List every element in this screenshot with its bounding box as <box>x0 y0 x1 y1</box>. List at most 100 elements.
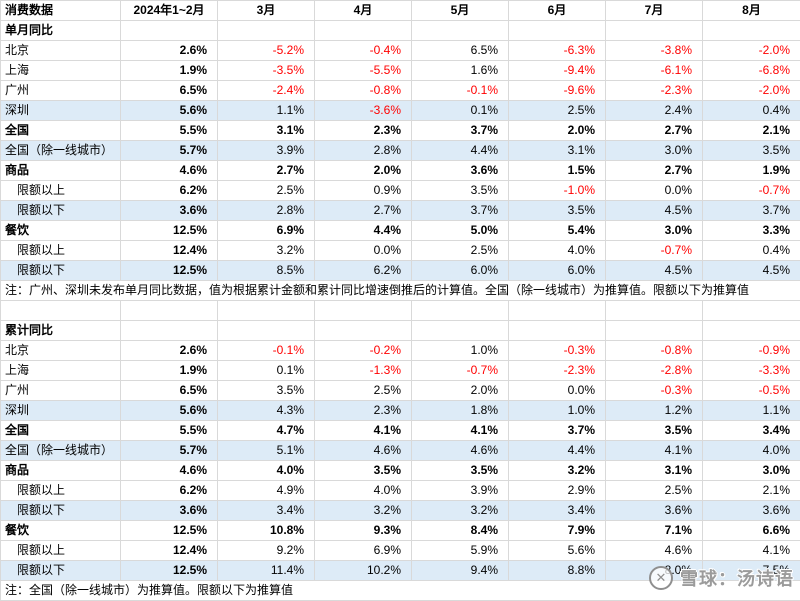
note-text: 注：全国（除一线城市）为推算值。限额以下为推算值 <box>1 581 800 601</box>
row-label: 全国（除一线城市） <box>1 441 121 461</box>
row-label: 商品 <box>1 461 121 481</box>
value-cell: 3.2% <box>315 501 412 521</box>
value-cell: 3.6% <box>606 501 703 521</box>
value-cell: -0.1% <box>218 341 315 361</box>
empty-cell <box>703 321 800 341</box>
value-cell: 3.1% <box>606 461 703 481</box>
value-cell: 8.4% <box>412 521 509 541</box>
value-cell: 6.9% <box>218 221 315 241</box>
value-cell: 3.5% <box>315 461 412 481</box>
value-cell: 1.2% <box>606 401 703 421</box>
row-label: 上海 <box>1 361 121 381</box>
value-cell: 4.1% <box>412 421 509 441</box>
empty-cell <box>315 21 412 41</box>
empty-cell <box>121 21 218 41</box>
value-cell: 4.5% <box>606 261 703 281</box>
empty-cell <box>509 21 606 41</box>
value-cell: 0.4% <box>703 241 800 261</box>
value-cell: -3.3% <box>703 361 800 381</box>
row-label: 全国 <box>1 121 121 141</box>
value-cell: -1.0% <box>509 181 606 201</box>
value-cell: -6.8% <box>703 61 800 81</box>
value-cell: 5.5% <box>121 121 218 141</box>
value-cell: -0.5% <box>703 381 800 401</box>
section-title-row: 累计同比 <box>1 321 800 341</box>
value-cell: 5.6% <box>121 401 218 421</box>
empty-cell <box>703 301 800 321</box>
value-cell: -0.7% <box>412 361 509 381</box>
row-label: 北京 <box>1 341 121 361</box>
value-cell: 10.8% <box>218 521 315 541</box>
value-cell: 2.5% <box>218 181 315 201</box>
spacer-row <box>1 301 800 321</box>
value-cell: 0.9% <box>315 181 412 201</box>
row-label: 限额以上 <box>1 241 121 261</box>
value-cell: -1.3% <box>315 361 412 381</box>
value-cell: 8.5% <box>218 261 315 281</box>
value-cell: 5.6% <box>121 101 218 121</box>
value-cell: 2.7% <box>606 161 703 181</box>
column-header: 7月 <box>606 1 703 21</box>
value-cell: 3.5% <box>703 141 800 161</box>
value-cell: 8.0% <box>606 561 703 581</box>
value-cell: 6.5% <box>121 81 218 101</box>
row-label: 餐饮 <box>1 221 121 241</box>
empty-cell <box>218 321 315 341</box>
value-cell: 2.4% <box>606 101 703 121</box>
value-cell: 2.6% <box>121 41 218 61</box>
empty-cell <box>121 301 218 321</box>
value-cell: 9.2% <box>218 541 315 561</box>
value-cell: 0.0% <box>606 181 703 201</box>
value-cell: -2.3% <box>509 361 606 381</box>
row-label: 限额以下 <box>1 501 121 521</box>
value-cell: 3.7% <box>703 201 800 221</box>
value-cell: 1.0% <box>509 401 606 421</box>
value-cell: -2.3% <box>606 81 703 101</box>
value-cell: 3.7% <box>412 121 509 141</box>
value-cell: 1.5% <box>509 161 606 181</box>
value-cell: 3.2% <box>509 461 606 481</box>
value-cell: 2.3% <box>315 401 412 421</box>
value-cell: 2.5% <box>509 101 606 121</box>
row-label: 广州 <box>1 381 121 401</box>
value-cell: 6.2% <box>121 481 218 501</box>
value-cell: 4.1% <box>315 421 412 441</box>
value-cell: -0.8% <box>315 81 412 101</box>
value-cell: 4.5% <box>606 201 703 221</box>
value-cell: -2.8% <box>606 361 703 381</box>
value-cell: 4.4% <box>412 141 509 161</box>
value-cell: 6.0% <box>509 261 606 281</box>
column-header: 6月 <box>509 1 606 21</box>
empty-cell <box>121 321 218 341</box>
value-cell: 5.9% <box>412 541 509 561</box>
value-cell: -3.6% <box>315 101 412 121</box>
value-cell: 4.1% <box>606 441 703 461</box>
value-cell: 2.7% <box>218 161 315 181</box>
value-cell: 2.5% <box>606 481 703 501</box>
value-cell: -0.4% <box>315 41 412 61</box>
empty-cell <box>606 21 703 41</box>
value-cell: 1.1% <box>218 101 315 121</box>
value-cell: 12.5% <box>121 521 218 541</box>
row-label: 深圳 <box>1 101 121 121</box>
value-cell: 3.1% <box>509 141 606 161</box>
value-cell: 6.2% <box>121 181 218 201</box>
value-cell: 2.0% <box>509 121 606 141</box>
value-cell: 9.4% <box>412 561 509 581</box>
value-cell: 4.6% <box>606 541 703 561</box>
value-cell: 1.0% <box>412 341 509 361</box>
value-cell: 3.5% <box>509 201 606 221</box>
value-cell: -5.5% <box>315 61 412 81</box>
value-cell: 0.1% <box>412 101 509 121</box>
empty-cell <box>509 321 606 341</box>
value-cell: 2.7% <box>315 201 412 221</box>
